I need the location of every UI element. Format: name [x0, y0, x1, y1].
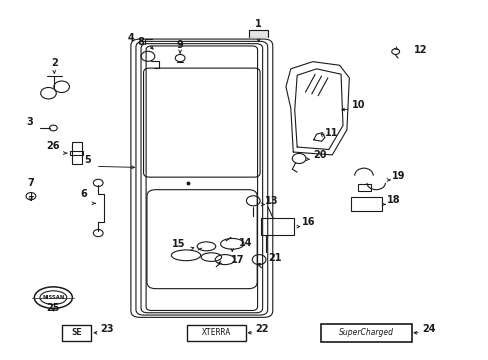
Text: 23: 23 [101, 324, 114, 334]
Text: 9: 9 [176, 40, 183, 50]
Text: 10: 10 [351, 100, 365, 110]
Text: 22: 22 [255, 324, 268, 334]
Text: SuperCharged: SuperCharged [338, 328, 393, 337]
Text: 8: 8 [138, 37, 144, 46]
Text: SE: SE [71, 328, 81, 337]
Text: 11: 11 [325, 128, 338, 138]
Text: NISSAN: NISSAN [42, 295, 64, 300]
Text: 3: 3 [26, 117, 33, 127]
Text: XTERRA: XTERRA [201, 328, 230, 337]
Text: 4: 4 [128, 33, 135, 43]
Text: 20: 20 [313, 150, 326, 160]
Polygon shape [249, 30, 267, 37]
Text: 5: 5 [84, 155, 91, 165]
Text: 12: 12 [413, 45, 427, 55]
Text: 18: 18 [386, 195, 400, 205]
Text: 2: 2 [51, 58, 58, 68]
Text: 25: 25 [46, 303, 60, 313]
Text: 19: 19 [391, 171, 405, 181]
Text: 7: 7 [27, 178, 34, 188]
Text: 14: 14 [238, 238, 252, 248]
Text: 16: 16 [302, 217, 315, 227]
Text: 21: 21 [267, 253, 281, 263]
Text: 15: 15 [171, 239, 184, 249]
Text: 1: 1 [255, 19, 262, 29]
Text: 24: 24 [421, 324, 435, 334]
Text: 26: 26 [46, 141, 60, 150]
Text: 13: 13 [264, 196, 278, 206]
Text: 6: 6 [80, 189, 87, 199]
Text: 17: 17 [230, 255, 244, 265]
